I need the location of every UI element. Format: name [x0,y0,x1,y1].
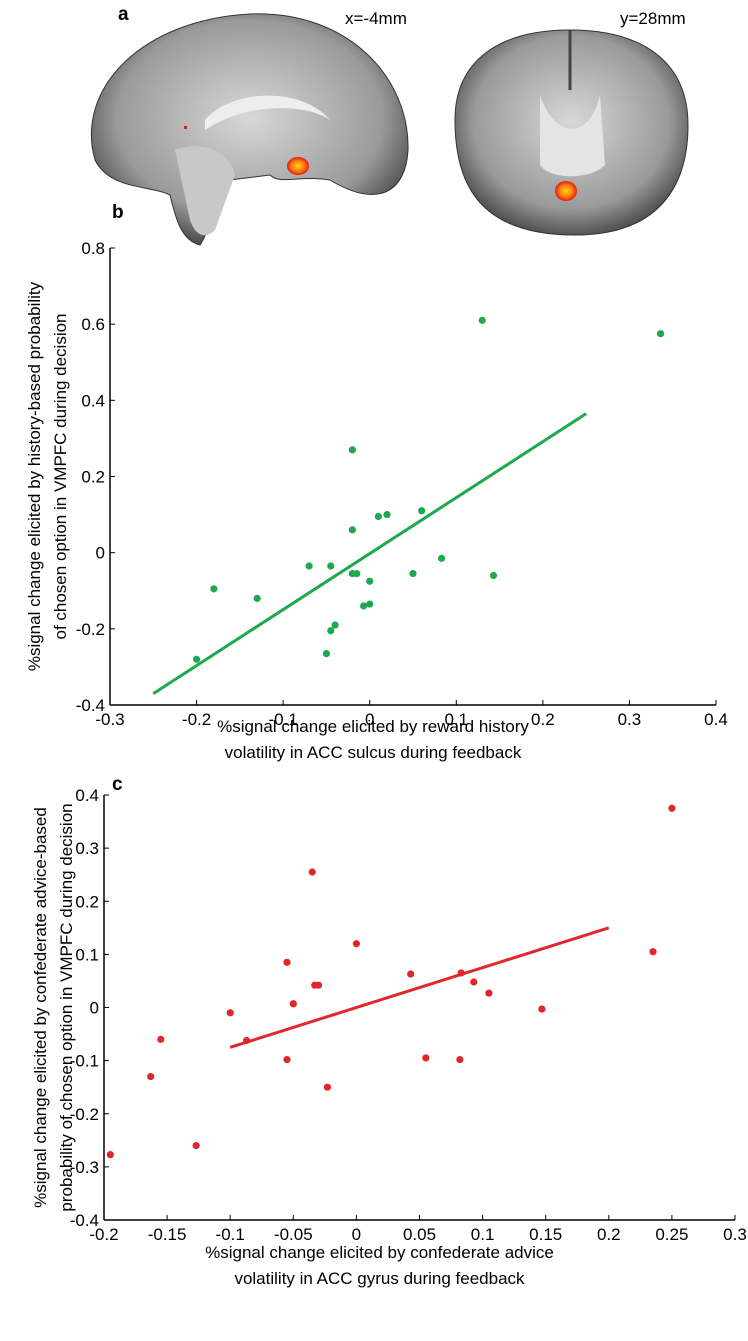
y-tick-label: 0 [90,999,99,1018]
image-caption: y=28mm [620,9,686,28]
point [375,513,382,520]
x-tick-label: 0.25 [655,1225,688,1244]
point [366,578,373,585]
point [360,602,367,609]
point [470,978,477,985]
panel-label: c [112,774,123,795]
x-tick-label: -0.2 [182,710,211,729]
fit-line [230,928,609,1048]
x-axis-label: %signal change elicited by confederate a… [205,1243,554,1262]
x-tick-label: 0 [352,1225,361,1244]
point [353,570,360,577]
point [668,805,675,812]
y-tick-label: 0.4 [81,391,105,410]
point [407,970,414,977]
y-tick-label: 0.2 [81,468,105,487]
point [210,585,217,592]
point [331,621,338,628]
point [323,650,330,657]
point [349,526,356,533]
panel-label: b [112,202,124,223]
x-tick-label: 0.05 [403,1225,436,1244]
point [309,868,316,875]
point [327,627,334,634]
panel-label: a [118,4,129,25]
y-tick-label: 0.3 [75,839,99,858]
point [438,555,445,562]
y-axis-label: %signal change elicited by confederate a… [31,807,50,1208]
point [107,1151,114,1158]
x-tick-label: 0.2 [531,710,555,729]
point [418,507,425,514]
x-tick-label: 0.15 [529,1225,562,1244]
y-tick-label: 0.8 [81,239,105,258]
x-axis-label: volatility in ACC gyrus during feedback [234,1269,525,1288]
x-tick-label: 0.1 [471,1225,495,1244]
point [193,656,200,663]
x-axis-label: %signal change elicited by reward histor… [217,717,529,736]
x-tick-label: -0.15 [148,1225,187,1244]
x-tick-label: -0.1 [216,1225,245,1244]
brain-images [91,14,688,245]
point [324,1084,331,1091]
point [456,1056,463,1063]
point [649,948,656,955]
x-tick-label: -0.3 [95,710,124,729]
x-tick-label: 0.3 [723,1225,747,1244]
x-tick-label: 0.4 [704,710,728,729]
point [479,317,486,324]
figure: a x=-4mm y=28mm -0.4-0.200.20.40.60.8-0.… [0,0,748,1341]
point [657,330,664,337]
point [283,1056,290,1063]
point [383,511,390,518]
point [349,446,356,453]
point [283,959,290,966]
point [315,982,322,989]
point [227,1009,234,1016]
x-tick-label: 0.3 [618,710,642,729]
y-tick-label: 0.2 [75,892,99,911]
point [254,595,261,602]
y-tick-label: 0 [96,544,105,563]
point [306,562,313,569]
y-axis-label: of chosen option in VMPFC during decisio… [51,313,70,639]
point [538,1005,545,1012]
point [458,969,465,976]
point [157,1036,164,1043]
y-tick-label: -0.2 [76,620,105,639]
y-axis-label: probability of chosen option in VMPFC du… [57,803,76,1211]
x-tick-label: -0.05 [274,1225,313,1244]
x-tick-label: 0.2 [597,1225,621,1244]
point [409,570,416,577]
point [490,572,497,579]
point [353,940,360,947]
point [485,990,492,997]
y-tick-label: 0.4 [75,786,99,805]
point [290,1000,297,1007]
y-axis-label: %signal change elicited by history-based… [25,281,44,671]
x-tick-label: -0.2 [89,1225,118,1244]
image-caption: x=-4mm [345,9,407,28]
point [243,1037,250,1044]
point [422,1054,429,1061]
y-tick-label: 0.1 [75,945,99,964]
point [327,562,334,569]
y-tick-label: 0.6 [81,315,105,334]
point [193,1142,200,1149]
x-axis-label: volatility in ACC sulcus during feedback [225,743,522,762]
point [147,1073,154,1080]
fit-line [153,414,586,694]
